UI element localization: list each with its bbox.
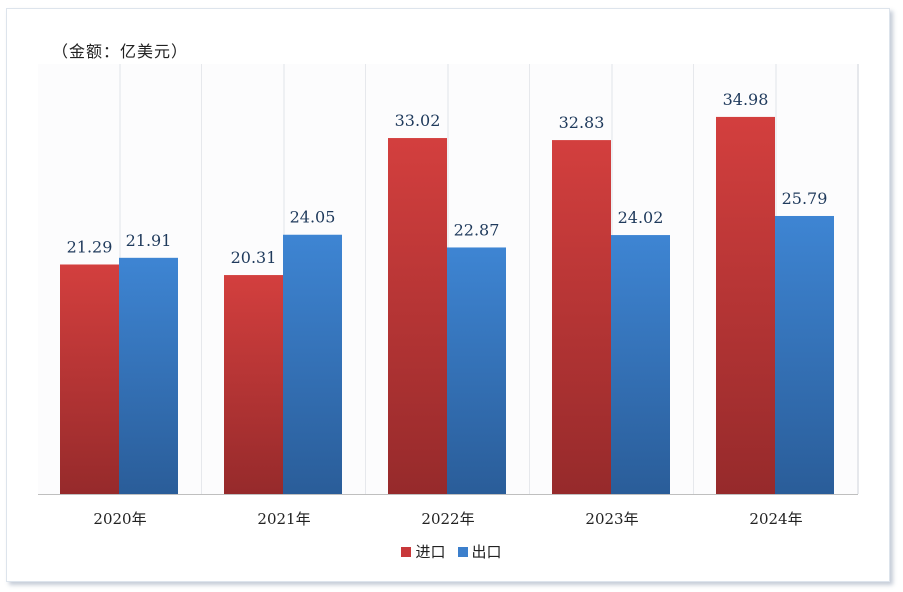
- legend-item-import[interactable]: 进口: [401, 541, 446, 562]
- value-label-import: 33.02: [395, 111, 441, 130]
- bar-export[interactable]: [775, 215, 834, 494]
- unit-label: （金额：亿美元）: [52, 42, 189, 61]
- bar-import[interactable]: [388, 138, 447, 494]
- x-tick-label: 2020年: [93, 510, 146, 528]
- x-tick-label: 2021年: [257, 510, 310, 528]
- value-label-export: 24.02: [618, 208, 664, 227]
- bar-import[interactable]: [716, 116, 775, 495]
- legend-swatch-import: [401, 546, 412, 557]
- value-label-import: 20.31: [231, 248, 277, 267]
- bar-import[interactable]: [224, 275, 283, 494]
- value-labels: 21.29 21.91 20.31 24.05 33.02 22.87 32.83 24.02…: [67, 90, 828, 267]
- value-label-import: 32.83: [559, 113, 605, 132]
- legend-swatch-export: [457, 546, 468, 557]
- x-tick-label: 2023年: [585, 510, 638, 528]
- x-tick-label: 2024年: [749, 510, 802, 528]
- value-label-import: 21.29: [67, 237, 113, 256]
- bar-export[interactable]: [119, 257, 178, 494]
- value-label-export: 22.87: [454, 220, 500, 239]
- value-label-export: 21.91: [126, 231, 172, 250]
- value-label-export: 24.05: [290, 208, 336, 227]
- legend-label-export: 出口: [471, 543, 502, 561]
- bar-import[interactable]: [552, 140, 611, 495]
- bar-export[interactable]: [611, 235, 670, 495]
- bars: [60, 116, 834, 495]
- legend: 进口 出口: [0, 541, 903, 562]
- value-label-export: 25.79: [782, 189, 828, 208]
- bar-import[interactable]: [60, 264, 119, 494]
- bar-export[interactable]: [447, 247, 506, 494]
- x-tick-label: 2022年: [421, 510, 474, 528]
- bar-export[interactable]: [283, 234, 342, 494]
- value-label-import: 34.98: [723, 90, 769, 109]
- x-tick-labels: 2020年 2021年 2022年 2023年 2024年: [93, 510, 802, 528]
- legend-item-export[interactable]: 出口: [457, 541, 502, 562]
- legend-label-import: 进口: [415, 543, 446, 561]
